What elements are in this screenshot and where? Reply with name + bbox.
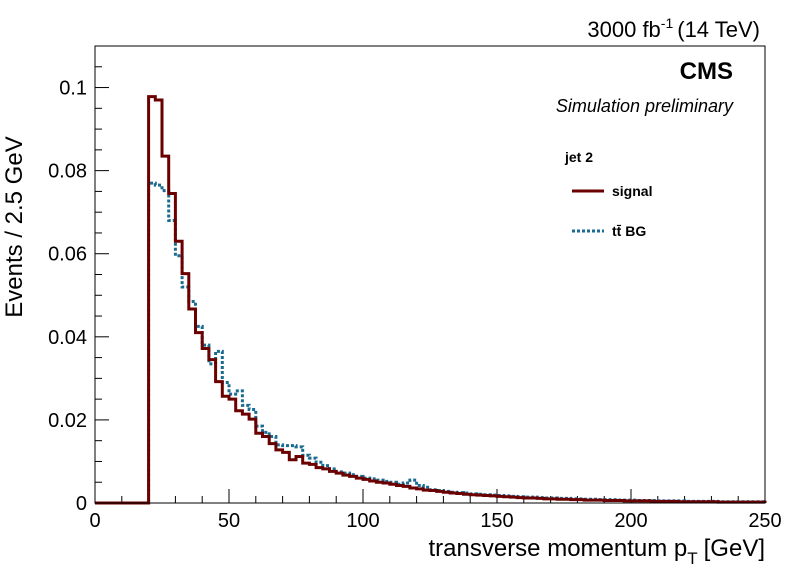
y-tick-label: 0.04 <box>48 327 87 349</box>
signal-histogram <box>95 95 767 505</box>
x-tick-label: 100 <box>346 510 379 532</box>
x-axis-title: transverse momentum pT [GeV] <box>428 535 765 568</box>
legend-ttbar-label: tt̄ BG <box>612 223 646 239</box>
axes-group: 0 50 100 150 200 250 0 0.02 0.04 0.06 0.08 0.1 <box>48 45 782 532</box>
cms-label: CMS <box>680 58 733 85</box>
y-tick-label: 0.1 <box>59 78 87 100</box>
y-axis-title: Events / 2.5 GeV <box>1 136 28 317</box>
legend-title: jet 2 <box>564 149 593 165</box>
simulation-preliminary-label: Simulation preliminary <box>556 96 734 116</box>
x-tick-label: 150 <box>480 510 513 532</box>
series-group <box>95 95 767 505</box>
x-tick-label: 250 <box>748 510 781 532</box>
y-tick-label: 0.06 <box>48 244 87 266</box>
y-tick-label: 0.08 <box>48 161 87 183</box>
y-tick-label: 0 <box>76 493 87 515</box>
y-tick-label: 0.02 <box>48 410 87 432</box>
luminosity-label: 3000 fb-1 (14 TeV) <box>587 15 760 42</box>
x-tick-label: 0 <box>89 510 100 532</box>
legend-signal-label: signal <box>612 183 652 199</box>
x-tick-label: 200 <box>614 510 647 532</box>
legend: jet 2 signal tt̄ BG <box>564 149 652 239</box>
x-tick-label: 50 <box>218 510 240 532</box>
plot-frame <box>94 45 766 504</box>
